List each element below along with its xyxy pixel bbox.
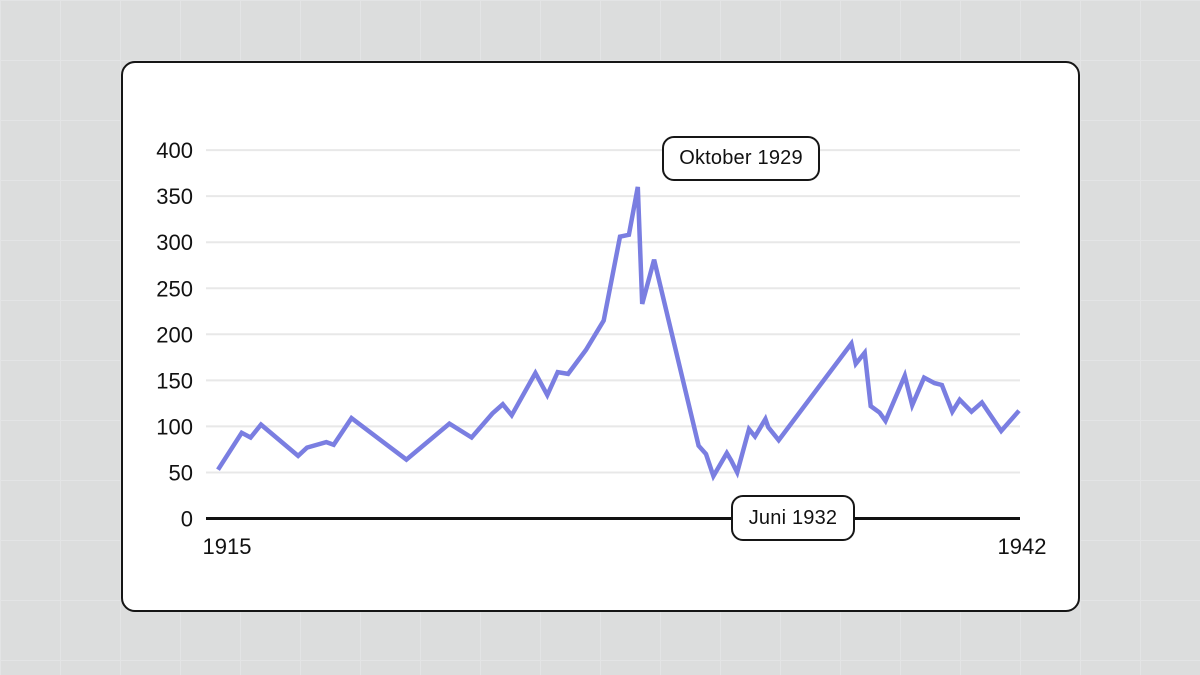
x-axis-tick-label: 1942 — [998, 534, 1047, 559]
y-axis-tick-label: 400 — [156, 138, 193, 163]
annotation-peak-callout: Oktober 1929 — [662, 136, 820, 181]
line-chart: 0 50 100 150 200 250 300 350 400 1915 1942 — [156, 138, 1047, 559]
annotation-trough-callout: Juni 1932 — [731, 495, 855, 541]
annotation-trough-label: Juni 1932 — [748, 506, 838, 529]
annotation-peak-label: Oktober 1929 — [679, 147, 803, 169]
y-axis-tick-label: 100 — [156, 414, 193, 439]
y-axis-tick-label: 200 — [156, 322, 193, 347]
x-axis-tick-label: 1915 — [203, 534, 252, 559]
y-axis-tick-label: 150 — [156, 368, 193, 393]
y-axis-tick-label: 0 — [181, 507, 193, 532]
y-axis-tick-label: 250 — [156, 276, 193, 301]
chart-card: 0 50 100 150 200 250 300 350 400 1915 1942 Oktober… — [121, 61, 1080, 612]
y-axis-tick-label: 300 — [156, 230, 193, 255]
y-axis-tick-label: 50 — [169, 460, 193, 485]
data-line — [216, 186, 1021, 482]
y-axis-tick-label: 350 — [156, 184, 193, 209]
